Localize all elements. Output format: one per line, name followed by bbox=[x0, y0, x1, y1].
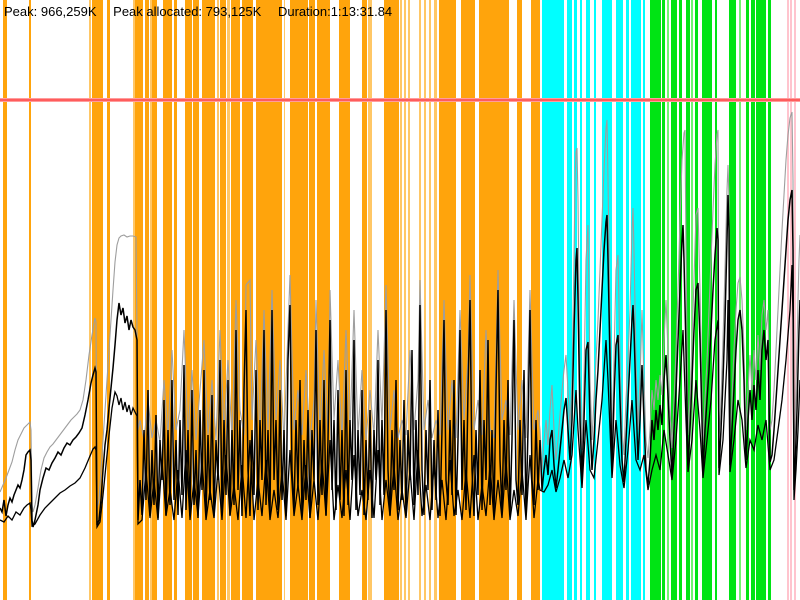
phase-stripe bbox=[671, 0, 677, 600]
phase-stripe bbox=[643, 0, 645, 600]
phase-stripe bbox=[739, 0, 741, 600]
phase-stripe bbox=[227, 0, 230, 600]
phase-stripe bbox=[751, 0, 755, 600]
phase-stripe bbox=[362, 0, 367, 600]
phase-stripe bbox=[746, 0, 749, 600]
phase-stripe bbox=[3, 0, 7, 600]
phase-stripe bbox=[185, 0, 192, 600]
phase-stripe bbox=[135, 0, 143, 600]
phase-stripe bbox=[434, 0, 437, 600]
phase-stripe bbox=[567, 0, 572, 600]
phase-stripe bbox=[145, 0, 149, 600]
peak-allocated-value: Peak allocated: 793,125K bbox=[113, 4, 262, 19]
phase-stripe bbox=[439, 0, 456, 600]
phase-stripe bbox=[787, 0, 789, 600]
status-line: Peak: 966,259K Peak allocated: 793,125K … bbox=[4, 3, 392, 21]
phase-stripe bbox=[220, 0, 226, 600]
phase-stripe bbox=[107, 0, 110, 600]
phase-stripe bbox=[408, 0, 410, 600]
phase-stripe bbox=[163, 0, 172, 600]
phase-stripe bbox=[756, 0, 766, 600]
peak-threshold-line bbox=[0, 99, 800, 101]
duration-value: Duration:1:13:31.84 bbox=[277, 4, 393, 19]
phase-stripe bbox=[768, 0, 771, 600]
phase-stripe bbox=[174, 0, 177, 600]
phase-stripe bbox=[715, 0, 717, 600]
used-line bbox=[0, 264, 800, 530]
phase-stripe bbox=[702, 0, 712, 600]
phase-stripe bbox=[89, 0, 91, 600]
phase-stripe bbox=[650, 0, 661, 600]
phase-stripe bbox=[631, 0, 641, 600]
phase-stripe bbox=[531, 0, 540, 600]
phase-stripe bbox=[242, 0, 253, 600]
phase-stripe bbox=[602, 0, 612, 600]
phase-stripe bbox=[133, 0, 135, 600]
phase-stripe bbox=[217, 0, 219, 600]
phase-stripe bbox=[691, 0, 693, 600]
peak-value: Peak: 966,259K bbox=[4, 4, 97, 19]
phase-stripe bbox=[580, 0, 582, 600]
phase-stripe bbox=[400, 0, 402, 600]
allocated-line bbox=[0, 189, 800, 528]
phase-stripe bbox=[662, 0, 665, 600]
phase-stripe bbox=[339, 0, 350, 600]
phase-stripe bbox=[309, 0, 315, 600]
phase-stripe bbox=[626, 0, 629, 600]
phase-stripe bbox=[404, 0, 406, 600]
phase-stripe bbox=[150, 0, 152, 600]
phase-stripe bbox=[29, 0, 31, 600]
phase-stripe bbox=[616, 0, 623, 600]
phase-stripe bbox=[92, 0, 103, 600]
phase-stripe bbox=[686, 0, 690, 600]
phase-stripe bbox=[517, 0, 522, 600]
phase-stripe bbox=[679, 0, 682, 600]
phase-stripe bbox=[695, 0, 698, 600]
phase-stripe bbox=[729, 0, 736, 600]
phase-stripe bbox=[290, 0, 308, 600]
phase-stripe bbox=[193, 0, 199, 600]
phase-stripe bbox=[667, 0, 669, 600]
phase-stripe bbox=[368, 0, 372, 600]
phase-stripe bbox=[284, 0, 285, 600]
phase-stripe bbox=[542, 0, 564, 600]
phase-stripe bbox=[586, 0, 590, 600]
phase-stripe bbox=[152, 0, 157, 600]
phase-stripe bbox=[594, 0, 596, 600]
phase-stripe bbox=[429, 0, 431, 600]
phase-stripe bbox=[424, 0, 426, 600]
phase-stripe bbox=[794, 0, 796, 600]
